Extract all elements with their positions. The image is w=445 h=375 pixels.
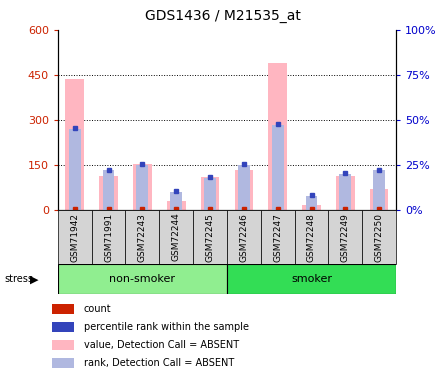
Bar (302, 205, 321, 210)
Text: GDS1436 / M21535_at: GDS1436 / M21535_at (145, 9, 300, 23)
Text: stress: stress (4, 274, 33, 284)
Bar (103, 170, 114, 210)
Bar (53, 304, 74, 314)
Text: GSM72245: GSM72245 (206, 213, 214, 262)
Text: GSM72248: GSM72248 (307, 213, 316, 262)
Bar (65, 80, 84, 210)
Bar (227, 264, 396, 294)
Bar (167, 201, 186, 210)
Bar (92, 210, 125, 264)
Bar (306, 196, 317, 210)
Bar (133, 164, 152, 210)
Bar (370, 189, 388, 210)
Bar (238, 165, 250, 210)
Bar (261, 210, 295, 264)
Text: smoker: smoker (291, 274, 332, 284)
Bar (58, 264, 227, 294)
Bar (328, 210, 362, 264)
Bar (53, 358, 74, 368)
Text: GSM71942: GSM71942 (70, 213, 79, 262)
Text: rank, Detection Call = ABSENT: rank, Detection Call = ABSENT (84, 358, 234, 368)
Text: value, Detection Call = ABSENT: value, Detection Call = ABSENT (84, 340, 239, 350)
Text: percentile rank within the sample: percentile rank within the sample (84, 322, 249, 332)
Text: GSM72249: GSM72249 (341, 213, 350, 262)
Bar (268, 63, 287, 210)
Bar (137, 165, 148, 210)
Text: GSM72246: GSM72246 (239, 213, 248, 262)
Bar (336, 176, 355, 210)
Bar (362, 210, 396, 264)
Bar (159, 210, 193, 264)
Bar (201, 177, 219, 210)
Bar (227, 210, 261, 264)
Text: non-smoker: non-smoker (109, 274, 175, 284)
Text: GSM72250: GSM72250 (375, 213, 384, 262)
Text: GSM72243: GSM72243 (138, 213, 147, 262)
Bar (295, 210, 328, 264)
Bar (99, 176, 118, 210)
Text: GSM72244: GSM72244 (172, 213, 181, 261)
Text: ▶: ▶ (30, 274, 38, 284)
Bar (235, 170, 253, 210)
Text: count: count (84, 304, 111, 314)
Bar (272, 125, 283, 210)
Bar (373, 170, 385, 210)
Bar (204, 178, 216, 210)
Text: GSM71991: GSM71991 (104, 213, 113, 262)
Bar (58, 210, 92, 264)
Bar (53, 322, 74, 332)
Bar (193, 210, 227, 264)
Bar (125, 210, 159, 264)
Text: GSM72247: GSM72247 (273, 213, 282, 262)
Bar (53, 340, 74, 350)
Bar (170, 192, 182, 210)
Bar (340, 174, 351, 210)
Bar (69, 129, 81, 210)
